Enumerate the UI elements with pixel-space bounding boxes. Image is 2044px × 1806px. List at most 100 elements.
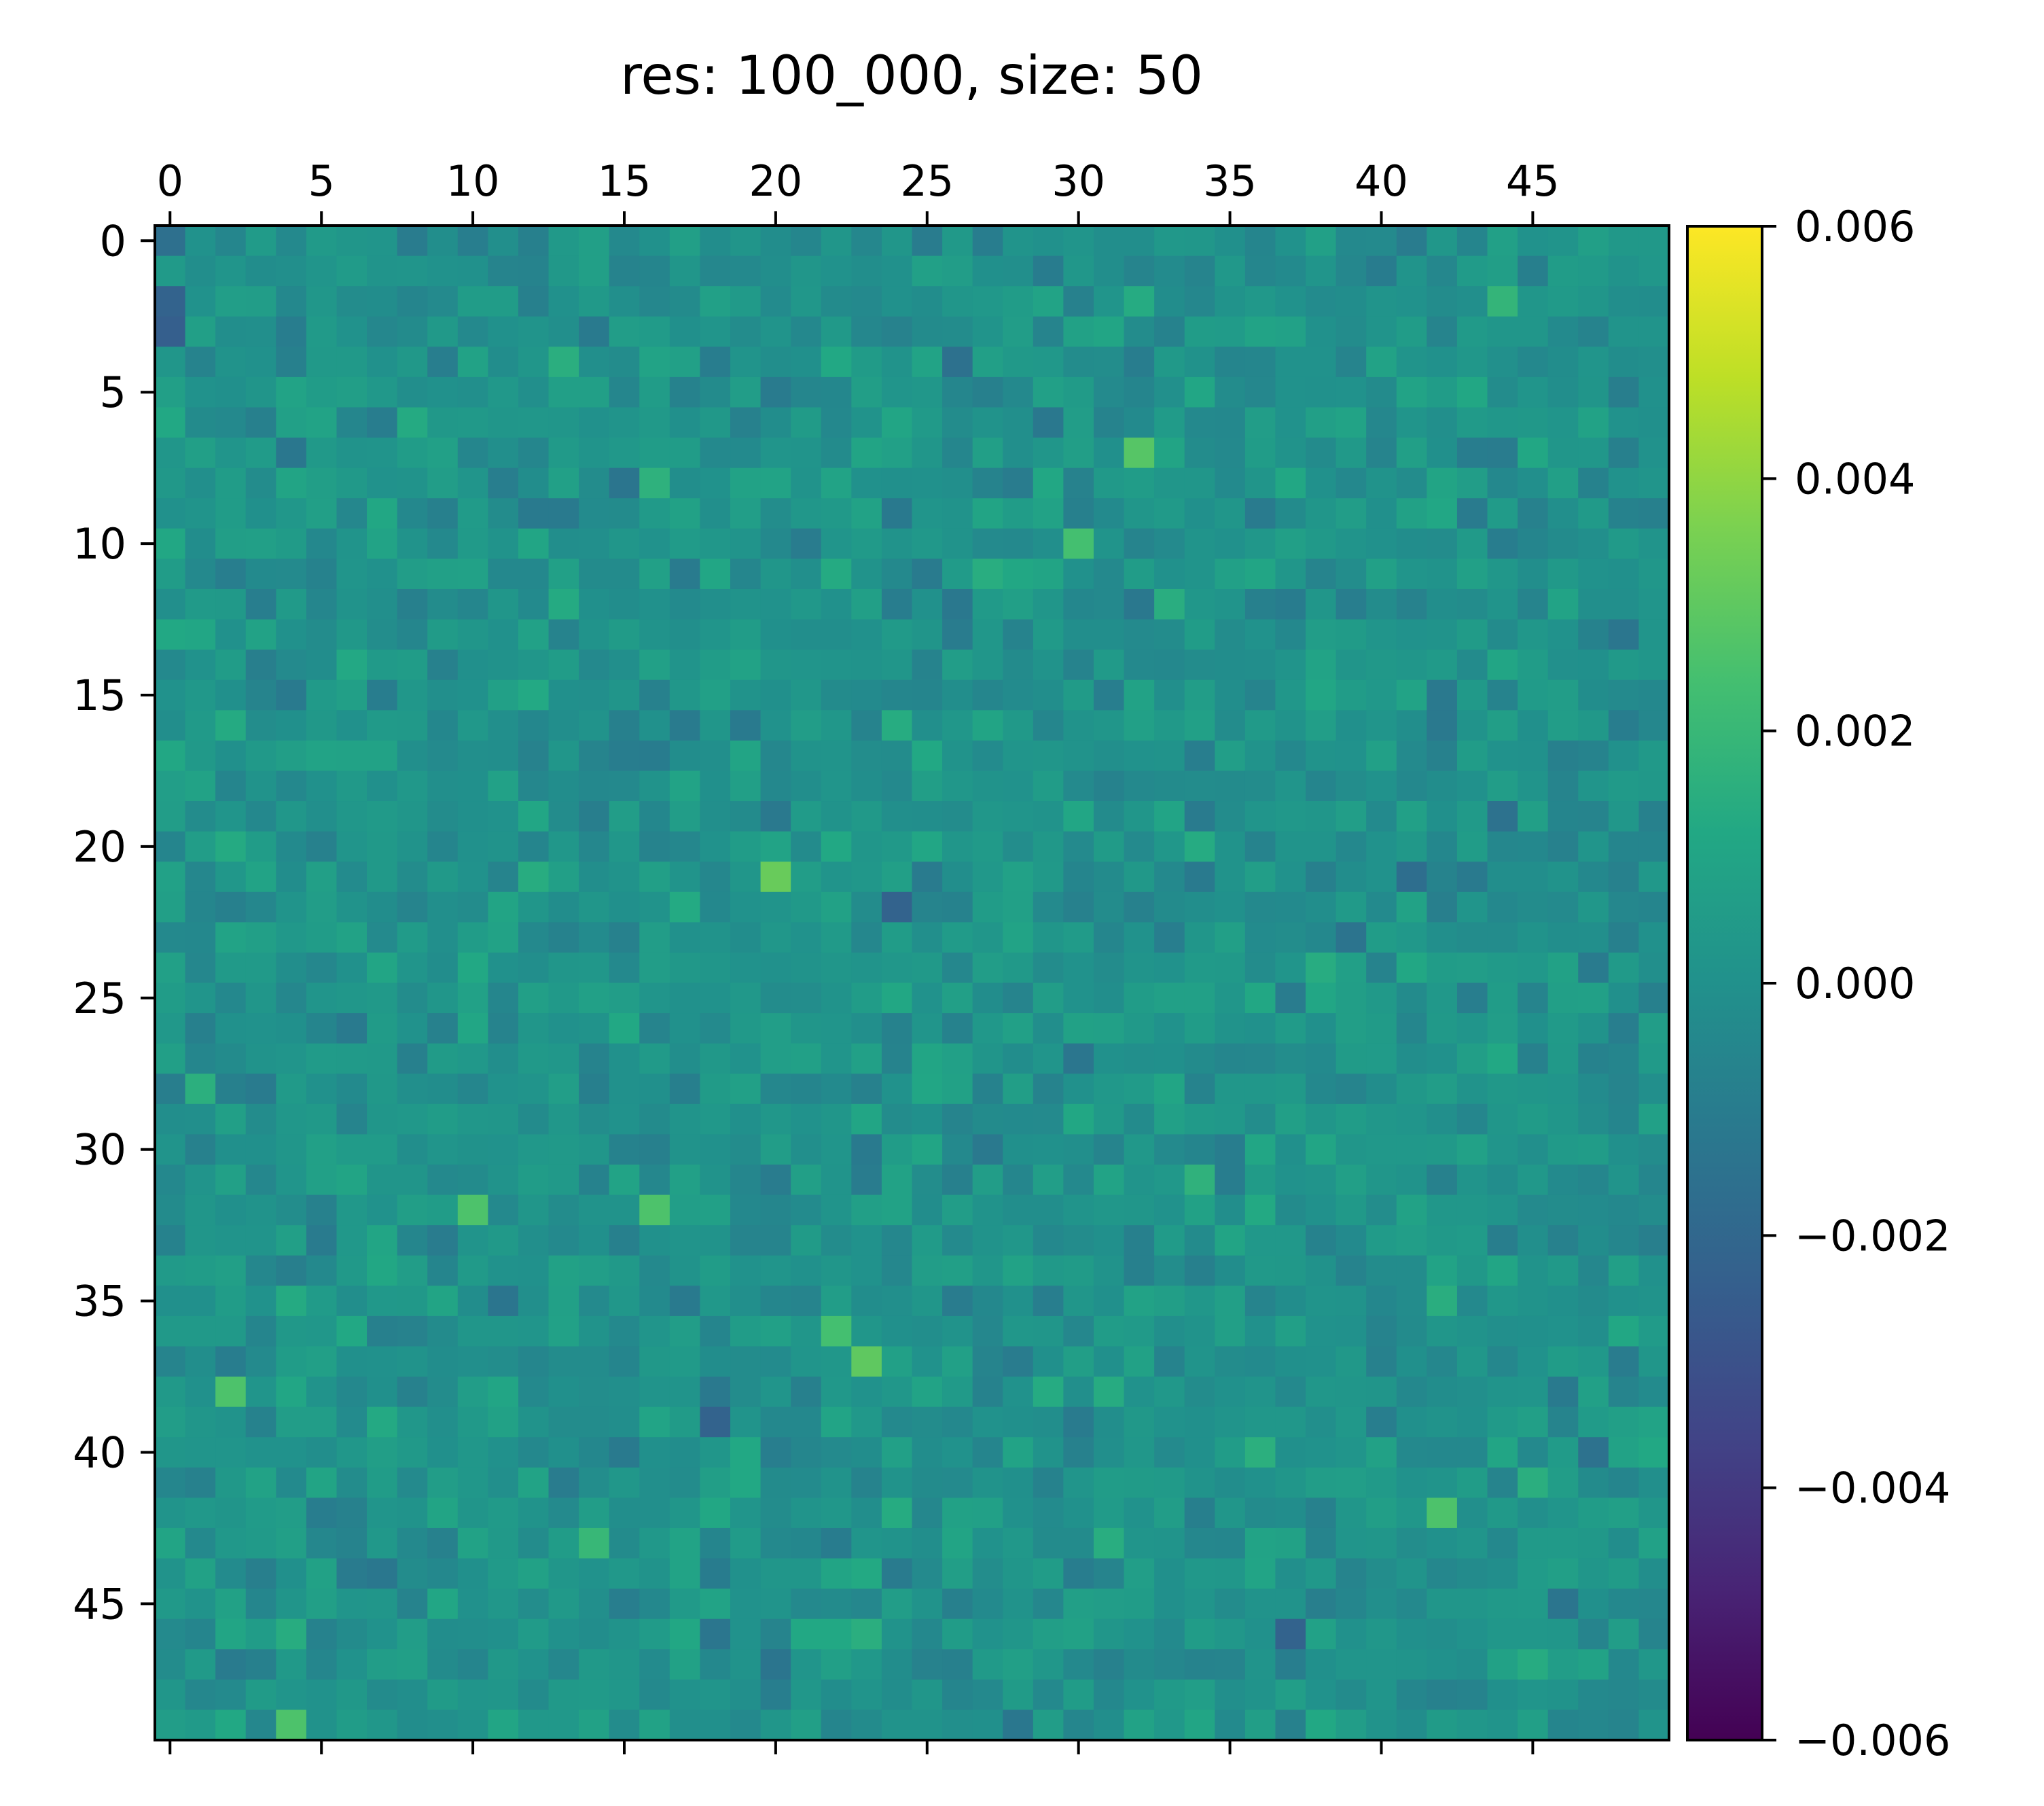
heatmap-cell (155, 679, 186, 711)
heatmap-cell (457, 1558, 488, 1589)
heatmap-cell (821, 982, 852, 1014)
colorbar-tick-label: 0.006 (1795, 202, 1916, 251)
heatmap-cell (1487, 1710, 1518, 1741)
heatmap-cell (1487, 1467, 1518, 1498)
heatmap-cell (1335, 831, 1367, 862)
heatmap-cell (245, 982, 276, 1014)
heatmap-cell (912, 1286, 943, 1317)
heatmap-cell (367, 438, 398, 469)
heatmap-cell (1306, 679, 1337, 711)
heatmap-cell (700, 1589, 731, 1620)
heatmap-cell (1093, 1437, 1125, 1468)
heatmap-cell (942, 801, 973, 832)
heatmap-cell (1335, 1618, 1367, 1650)
heatmap-cell (1366, 528, 1397, 559)
heatmap-cell (427, 710, 459, 741)
heatmap-cell (1244, 679, 1276, 711)
heatmap-cell (1427, 559, 1458, 590)
heatmap-cell (851, 679, 882, 711)
heatmap-cell (397, 740, 428, 772)
heatmap-cell (1033, 347, 1064, 378)
heatmap-cell (1456, 1589, 1488, 1620)
heatmap-cell (972, 831, 1003, 862)
heatmap-cell (669, 1406, 701, 1438)
heatmap-cell (1366, 1558, 1397, 1589)
heatmap-cell (488, 1527, 519, 1559)
heatmap-cell (730, 1437, 761, 1468)
heatmap-cell (488, 1679, 519, 1711)
heatmap-cell (155, 588, 186, 620)
heatmap-cell (609, 559, 640, 590)
heatmap-cell (700, 1013, 731, 1044)
heatmap-cell (1244, 1527, 1276, 1559)
heatmap-cell (1608, 1103, 1640, 1135)
heatmap-cell (155, 467, 186, 499)
y-tick-label: 20 (73, 822, 126, 872)
heatmap-cell (1003, 255, 1034, 287)
heatmap-cell (1608, 1406, 1640, 1438)
heatmap-cell (1093, 347, 1125, 378)
heatmap-cell (1063, 982, 1094, 1014)
heatmap-cell (942, 1315, 973, 1347)
heatmap-cell (1003, 862, 1034, 893)
heatmap-cell (730, 1377, 761, 1408)
heatmap-cell (972, 528, 1003, 559)
heatmap-cell (669, 559, 701, 590)
heatmap-cell (1396, 1527, 1427, 1559)
heatmap-cell (1063, 1225, 1094, 1256)
heatmap-cell (1215, 1710, 1246, 1741)
heatmap-cell (700, 255, 731, 287)
heatmap-cell (579, 1437, 610, 1468)
heatmap-cell (1306, 528, 1337, 559)
heatmap-cell (1456, 559, 1488, 590)
heatmap-cell (730, 376, 761, 408)
heatmap-cell (245, 1194, 276, 1226)
heatmap-cell (306, 1589, 338, 1620)
heatmap-cell (1608, 255, 1640, 287)
heatmap-cell (851, 226, 882, 257)
heatmap-cell (1456, 1315, 1488, 1347)
heatmap-cell (972, 255, 1003, 287)
heatmap-cell (1124, 831, 1155, 862)
heatmap-cell (1306, 1074, 1337, 1105)
heatmap-cell (730, 559, 761, 590)
heatmap-cell (1487, 1255, 1518, 1286)
heatmap-cell (1063, 347, 1094, 378)
heatmap-cell (276, 1710, 307, 1741)
heatmap-cell (579, 1346, 610, 1377)
heatmap-cell (155, 650, 186, 681)
heatmap-cell (367, 1315, 398, 1347)
heatmap-cell (336, 1255, 367, 1286)
heatmap-cell (730, 1134, 761, 1165)
heatmap-cell (457, 588, 488, 620)
heatmap-cell (972, 467, 1003, 499)
heatmap-cell (1487, 679, 1518, 711)
heatmap-cell (1335, 1346, 1367, 1377)
heatmap-cell (367, 1346, 398, 1377)
heatmap-cell (1063, 407, 1094, 438)
heatmap-cell (1335, 650, 1367, 681)
heatmap-cell (457, 1437, 488, 1468)
heatmap-cell (942, 1286, 973, 1317)
heatmap-cell (155, 831, 186, 862)
heatmap-cell (912, 316, 943, 347)
heatmap-cell (912, 255, 943, 287)
heatmap-cell (579, 1043, 610, 1074)
heatmap-cell (609, 1437, 640, 1468)
heatmap-cell (245, 1710, 276, 1741)
heatmap-cell (1608, 316, 1640, 347)
heatmap-cell (155, 1589, 186, 1620)
heatmap-cell (972, 1498, 1003, 1529)
heatmap-cell (1184, 498, 1215, 529)
heatmap-cell (730, 316, 761, 347)
heatmap-cell (1578, 467, 1609, 499)
heatmap-cell (851, 1074, 882, 1105)
heatmap-cell (1487, 1164, 1518, 1196)
heatmap-cell (1154, 679, 1185, 711)
heatmap-cell (821, 1255, 852, 1286)
heatmap-cell (730, 467, 761, 499)
heatmap-cell (1487, 922, 1518, 953)
heatmap-cell (1578, 1286, 1609, 1317)
heatmap-cell (1518, 376, 1549, 408)
heatmap-cell (942, 226, 973, 257)
